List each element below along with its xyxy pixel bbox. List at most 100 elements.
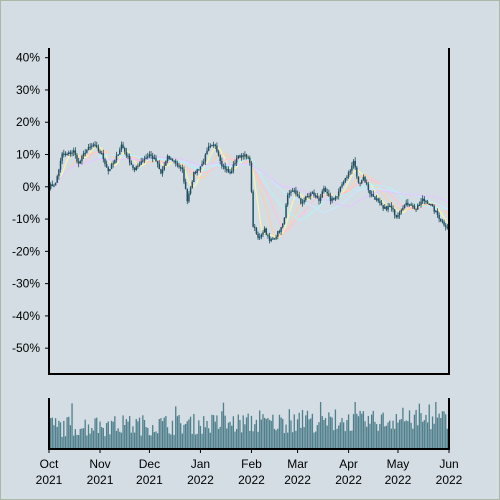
candle-body bbox=[110, 164, 113, 170]
candle-body bbox=[377, 198, 379, 201]
candle-body bbox=[387, 205, 389, 210]
volume-bar bbox=[158, 419, 160, 449]
volume-bar bbox=[384, 426, 386, 449]
candle-body bbox=[283, 217, 286, 224]
candle-body bbox=[160, 169, 162, 174]
candle-body bbox=[313, 192, 315, 196]
volume-bar bbox=[176, 416, 179, 449]
candle-body bbox=[133, 168, 136, 171]
volume-bar bbox=[361, 413, 363, 449]
volume-bar bbox=[300, 427, 302, 449]
candle-body bbox=[127, 155, 129, 157]
volume-bar bbox=[425, 414, 427, 449]
candle-body bbox=[436, 210, 439, 216]
candle-body bbox=[170, 158, 172, 160]
candle-body bbox=[196, 169, 198, 174]
volume-bar bbox=[369, 423, 371, 449]
candle-body bbox=[309, 193, 312, 196]
candle-body bbox=[135, 166, 137, 171]
volume-bar bbox=[311, 413, 314, 449]
candle-body bbox=[263, 228, 266, 233]
volume-bar bbox=[418, 403, 421, 449]
candle-body bbox=[96, 145, 98, 148]
candle-body bbox=[165, 161, 167, 166]
volume-bar bbox=[152, 425, 154, 449]
volume-bar bbox=[137, 421, 139, 449]
candle-body bbox=[346, 176, 348, 179]
volume-bar bbox=[240, 432, 243, 449]
candle-body bbox=[179, 167, 182, 169]
moving-average-line-30 bbox=[48, 153, 450, 222]
volume-bar bbox=[155, 431, 157, 449]
candle-body bbox=[229, 171, 231, 174]
volume-bar bbox=[344, 431, 346, 449]
volume-bar bbox=[191, 433, 193, 449]
candle-body bbox=[115, 155, 118, 161]
volume-bar bbox=[173, 434, 175, 449]
volume-bar bbox=[77, 435, 80, 449]
volume-bar bbox=[112, 421, 114, 449]
y-tick-label: 40% bbox=[16, 51, 40, 65]
candle-body bbox=[361, 180, 363, 184]
volume-bar bbox=[263, 417, 266, 449]
candle-body bbox=[351, 165, 353, 171]
candle-body bbox=[161, 169, 164, 174]
candle-body bbox=[311, 192, 314, 194]
candle-body bbox=[72, 150, 75, 153]
x-tick-label-month: Nov bbox=[89, 457, 110, 471]
volume-bar bbox=[120, 432, 123, 449]
candle-layer bbox=[49, 141, 450, 244]
volume-bar bbox=[318, 422, 320, 449]
candle-body bbox=[219, 155, 221, 161]
candle-body bbox=[176, 163, 179, 166]
volume-bar bbox=[66, 417, 68, 449]
volume-bar bbox=[130, 432, 132, 449]
volume-bar bbox=[234, 431, 236, 449]
volume-bar bbox=[183, 424, 185, 449]
volume-bar bbox=[175, 406, 177, 449]
volume-bar bbox=[232, 416, 235, 449]
candle-body bbox=[217, 151, 220, 156]
candle-body bbox=[410, 204, 412, 206]
y-tick-label: -50% bbox=[12, 341, 40, 355]
candle-body bbox=[324, 188, 327, 192]
volume-bar bbox=[193, 413, 195, 449]
volume-bar bbox=[265, 418, 267, 449]
candle-body bbox=[296, 194, 299, 196]
candle-body bbox=[405, 202, 407, 205]
candle-body bbox=[333, 198, 335, 200]
candle-body bbox=[379, 200, 381, 203]
candle-body bbox=[385, 206, 388, 210]
candle-body bbox=[198, 169, 200, 171]
candle-body bbox=[147, 156, 149, 158]
volume-bar bbox=[380, 414, 383, 449]
candle-body bbox=[428, 203, 430, 206]
candle-body bbox=[441, 221, 444, 223]
candle-body bbox=[49, 184, 52, 189]
candle-body bbox=[102, 153, 105, 160]
candle-body bbox=[235, 158, 238, 163]
candle-body bbox=[76, 154, 78, 162]
volume-bar bbox=[198, 420, 200, 449]
y-tick-label: 0% bbox=[23, 180, 41, 194]
volume-bar bbox=[394, 428, 396, 449]
volume-bar bbox=[385, 425, 388, 449]
volume-bar bbox=[143, 419, 146, 449]
candle-body bbox=[193, 171, 195, 182]
volume-bar bbox=[324, 417, 327, 449]
candle-body bbox=[316, 195, 319, 199]
candle-body bbox=[166, 156, 169, 162]
volume-bar bbox=[196, 433, 198, 449]
x-tick-label-year: 2022 bbox=[284, 473, 311, 487]
volume-bar bbox=[351, 430, 353, 449]
volume-bar bbox=[379, 423, 381, 449]
candle-body bbox=[74, 150, 77, 155]
candle-body bbox=[431, 204, 434, 206]
candle-body bbox=[319, 197, 322, 201]
candle-body bbox=[295, 190, 297, 195]
volume-bar bbox=[166, 427, 169, 449]
candle-body bbox=[258, 236, 261, 239]
volume-bar bbox=[184, 423, 187, 449]
volume-bar bbox=[306, 410, 309, 449]
volume-bar bbox=[87, 424, 90, 449]
